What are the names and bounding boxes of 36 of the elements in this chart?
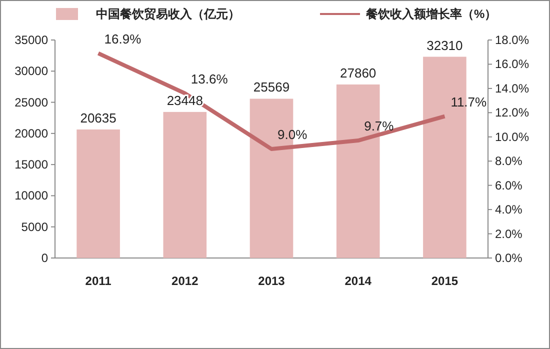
y-tick-label: 10000 — [14, 188, 48, 203]
data-label: 11.7% — [450, 94, 488, 110]
x-tick-label: 2012 — [172, 274, 199, 288]
y2-tick-label: 6.0% — [495, 178, 523, 192]
legend-label: 餐饮收入额增长率（%） — [365, 7, 497, 21]
x-tick-label: 2011 — [85, 274, 112, 288]
data-label: 13.6% — [190, 71, 228, 86]
data-label: 9.0% — [278, 127, 308, 142]
y2-tick-label: 18.0% — [495, 33, 530, 47]
data-label: 20635 — [80, 110, 116, 126]
data-label: 16.9% — [104, 31, 142, 46]
y2-tick-label: 12.0% — [495, 106, 530, 120]
x-tick-label: 2013 — [258, 274, 286, 288]
y-tick-label: 30000 — [14, 64, 48, 78]
x-tick-label: 2015 — [431, 274, 458, 288]
y2-tick-label: 10.0% — [495, 130, 530, 144]
x-tick-label: 2014 — [344, 274, 372, 288]
y-tick-label: 20000 — [14, 126, 48, 140]
y2-tick-label: 8.0% — [495, 154, 523, 168]
y2-tick-label: 14.0% — [495, 81, 530, 96]
data-label: 27860 — [340, 65, 376, 80]
data-label: 9.7% — [364, 118, 394, 134]
y2-tick-label: 16.0% — [495, 57, 530, 72]
y2-tick-label: 2.0% — [495, 226, 523, 241]
y-tick-label: 5000 — [21, 220, 48, 234]
y-tick-label: 35000 — [14, 33, 48, 47]
data-label: 25569 — [253, 80, 290, 95]
y2-tick-label: 0.0% — [495, 251, 523, 265]
y2-tick-label: 4.0% — [495, 202, 523, 217]
bar — [76, 129, 120, 258]
data-label: 32310 — [426, 38, 463, 53]
y-tick-label: 15000 — [14, 158, 48, 172]
y-tick-label: 0 — [41, 251, 48, 265]
y-tick-label: 25000 — [14, 95, 48, 110]
bar — [163, 112, 207, 258]
legend-label: 中国餐饮贸易收入（亿元） — [96, 7, 240, 21]
